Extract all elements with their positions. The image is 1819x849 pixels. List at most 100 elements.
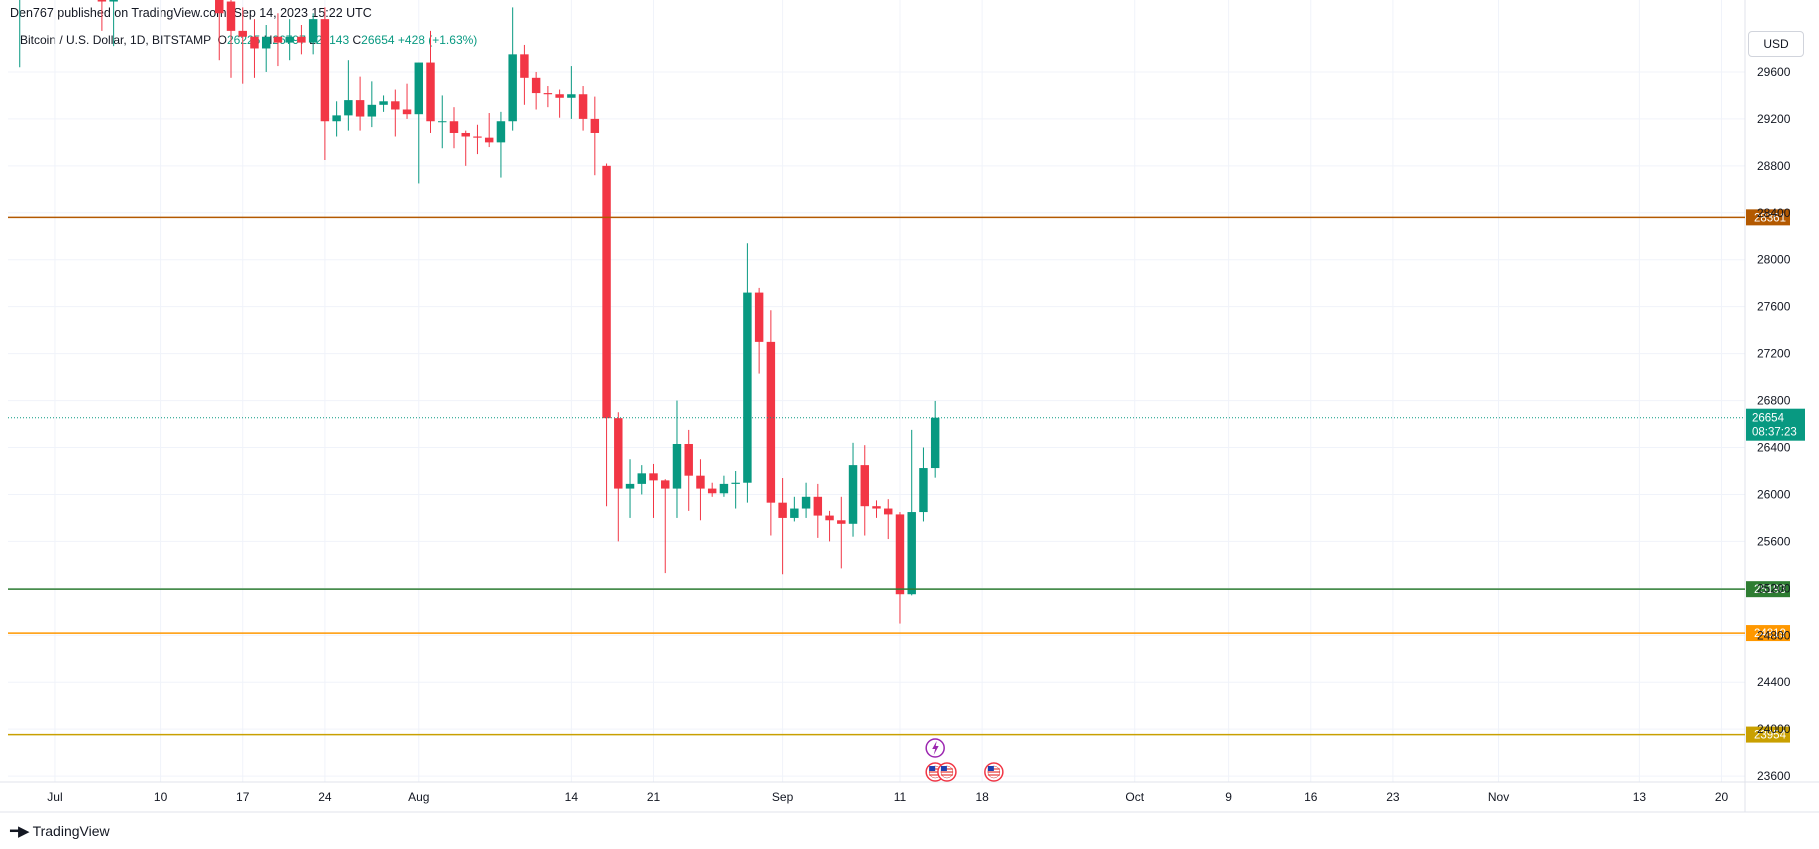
countdown-label: 08:37:23 bbox=[1752, 427, 1797, 439]
events bbox=[925, 738, 1004, 782]
candle bbox=[754, 287, 764, 374]
candle bbox=[907, 429, 916, 596]
candle-body bbox=[895, 514, 905, 595]
price-tick-label: 24800 bbox=[1757, 628, 1791, 642]
candle bbox=[285, 19, 294, 61]
tradingview-logo[interactable]: ━▶ TradingView bbox=[10, 822, 110, 840]
candle-body bbox=[379, 101, 388, 105]
candle-body bbox=[109, 0, 118, 2]
candle-body bbox=[508, 54, 517, 122]
time-tick-label: 17 bbox=[236, 790, 250, 804]
candle bbox=[555, 89, 564, 118]
candle bbox=[637, 465, 646, 495]
price-tick-label: 26000 bbox=[1757, 487, 1791, 501]
currency-button[interactable]: USD bbox=[1748, 31, 1804, 57]
price-tick-label: 29200 bbox=[1757, 112, 1791, 126]
candle-body bbox=[285, 36, 294, 43]
change-value: +428 (+1.63%) bbox=[397, 33, 478, 47]
candle-body bbox=[426, 62, 435, 122]
time-tick-label: 16 bbox=[1304, 790, 1318, 804]
candle-body bbox=[344, 100, 353, 116]
candle-body bbox=[320, 19, 330, 122]
candle bbox=[602, 163, 611, 507]
time-tick-label: 13 bbox=[1633, 790, 1647, 804]
time-tick-label: 9 bbox=[1225, 790, 1232, 804]
time-tick-label: 20 bbox=[1715, 790, 1729, 804]
candle-body bbox=[367, 104, 377, 117]
price-tick-label: 28000 bbox=[1757, 253, 1791, 267]
candle-body bbox=[919, 468, 928, 513]
candle bbox=[496, 111, 506, 178]
candle-body bbox=[602, 165, 611, 419]
price-tick-label: 26400 bbox=[1757, 441, 1791, 455]
candle bbox=[320, 7, 330, 160]
candle bbox=[543, 86, 553, 108]
candle-body bbox=[684, 443, 693, 476]
candle-body bbox=[308, 19, 318, 43]
candle-body bbox=[555, 94, 564, 98]
level-label-box bbox=[1746, 209, 1790, 226]
price-tick-label: 23600 bbox=[1757, 769, 1791, 783]
horizontal-levels: 28361 25193 24819 23954 26654 08:37:23 bbox=[8, 209, 1805, 743]
candle-body bbox=[778, 502, 787, 518]
time-tick-label: 11 bbox=[894, 790, 907, 804]
candle-body bbox=[661, 480, 670, 489]
candle bbox=[19, 0, 21, 68]
candle-body bbox=[907, 512, 916, 595]
last-price-label: 26654 bbox=[1752, 413, 1785, 425]
price-tick-label: 26800 bbox=[1757, 394, 1791, 408]
ohlc-values: O26225 H26797 L26143 C26654 +428 (+1.63%… bbox=[214, 33, 478, 47]
candle bbox=[461, 130, 470, 166]
candle-body bbox=[567, 94, 576, 98]
us-flag-icon bbox=[937, 762, 957, 782]
tv-logo-icon: ━▶ bbox=[10, 823, 30, 840]
candle-body bbox=[238, 30, 247, 37]
time-tick-label: 10 bbox=[154, 790, 168, 804]
candle bbox=[590, 96, 600, 176]
candle bbox=[778, 478, 787, 575]
candle bbox=[731, 470, 740, 509]
level-label: 23954 bbox=[1754, 730, 1787, 742]
candle-body bbox=[355, 100, 365, 117]
candle bbox=[344, 60, 353, 131]
candle-body bbox=[473, 136, 482, 138]
candle-body bbox=[649, 473, 658, 481]
candle-body bbox=[872, 506, 881, 509]
time-tick-label: 18 bbox=[975, 790, 989, 804]
lightning-icon-bolt bbox=[932, 741, 939, 755]
price-tick-label: 25600 bbox=[1757, 534, 1791, 548]
candle bbox=[414, 62, 424, 184]
candle-body bbox=[590, 118, 600, 133]
candle bbox=[766, 310, 776, 536]
candle-body bbox=[754, 292, 764, 342]
candle-body bbox=[790, 508, 799, 518]
level-label-box bbox=[1746, 581, 1790, 598]
candle bbox=[837, 496, 846, 569]
candle-body bbox=[297, 36, 306, 43]
candle bbox=[215, 0, 224, 61]
candle bbox=[743, 243, 752, 503]
brand-name: TradingView bbox=[32, 823, 110, 839]
candle-body bbox=[273, 36, 283, 43]
candle bbox=[238, 7, 247, 84]
level-label: 25193 bbox=[1754, 584, 1786, 596]
level-label: 28361 bbox=[1754, 212, 1786, 224]
candle-body bbox=[215, 0, 224, 14]
price-tick-label: 24400 bbox=[1757, 675, 1791, 689]
candle-body bbox=[825, 515, 834, 521]
candle bbox=[367, 81, 377, 128]
candle-body bbox=[261, 36, 271, 49]
price-tick-label: 27200 bbox=[1757, 347, 1791, 361]
candle-body bbox=[543, 93, 553, 95]
lightning-icon bbox=[925, 738, 945, 758]
candle bbox=[297, 25, 306, 55]
candle-body bbox=[801, 496, 811, 509]
candle-body bbox=[707, 488, 717, 494]
candle bbox=[531, 71, 541, 110]
time-axis: Jul 10 17 24 Aug 14 21 Sep 11 18 Oct 9 16 23 Nov 13 20 bbox=[47, 790, 1728, 804]
candle-body bbox=[930, 417, 940, 469]
time-tick-label: Nov bbox=[1488, 790, 1509, 804]
candle-body bbox=[391, 101, 400, 110]
candle-body bbox=[97, 0, 107, 2]
